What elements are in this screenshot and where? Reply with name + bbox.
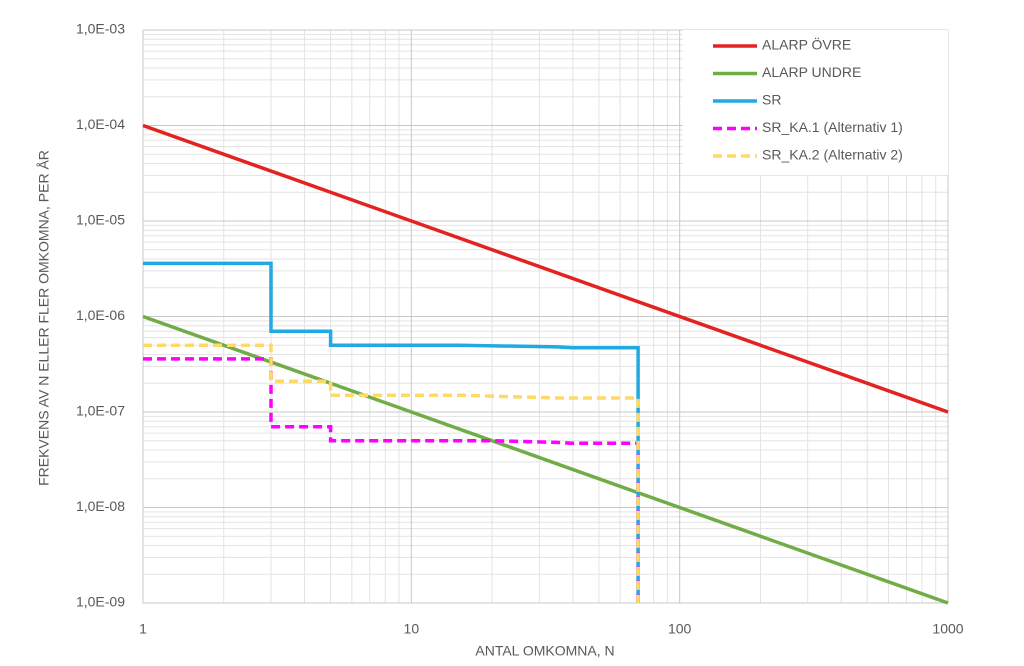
y-tick-label: 1,0E-08	[76, 498, 125, 514]
legend-label: SR	[762, 92, 781, 108]
y-tick-label: 1,0E-05	[76, 212, 125, 228]
series-line	[142, 123, 949, 414]
x-tick-label: 10	[404, 621, 420, 637]
y-tick-label: 1,0E-04	[76, 116, 125, 132]
x-tick-label: 1	[139, 621, 147, 637]
legend-label: SR_KA.2 (Alternativ 2)	[762, 147, 903, 163]
series-line	[143, 261, 640, 603]
y-tick-label: 1,0E-09	[76, 594, 125, 610]
series-line	[143, 357, 640, 603]
y-tick-label: 1,0E-06	[76, 307, 125, 323]
legend-label: ALARP ÖVRE	[762, 36, 851, 53]
series-line	[142, 314, 949, 605]
y-tick-label: 1,0E-03	[76, 21, 125, 37]
y-axis-label: FREKVENS AV N ELLER FLER OMKOMNA, PER ÅR	[36, 150, 52, 486]
legend: ALARP ÖVRE ALARP UNDRE SR SR_KA.1 (Alternat…	[683, 30, 948, 175]
series-line	[143, 343, 640, 603]
x-axis-label: ANTAL OMKOMNA, N	[475, 643, 614, 659]
legend-label: SR_KA.1 (Alternativ 1)	[762, 119, 903, 135]
x-tick-label: 1000	[932, 621, 963, 637]
x-tick-label: 100	[668, 621, 692, 637]
y-tick-label: 1,0E-07	[76, 403, 125, 419]
legend-label: ALARP UNDRE	[762, 64, 861, 80]
